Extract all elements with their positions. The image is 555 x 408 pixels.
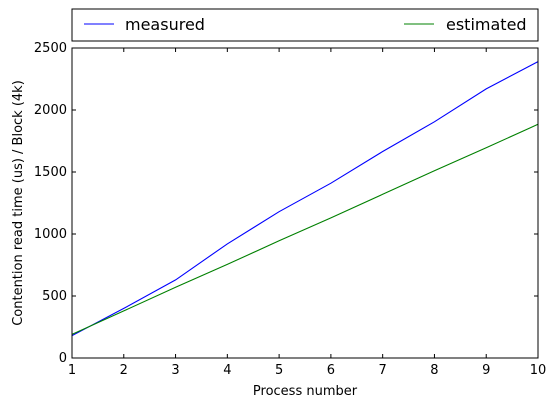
series-line-estimated <box>71 123 539 335</box>
series-line-measured <box>71 61 539 337</box>
x-tick-label: 3 <box>171 363 179 378</box>
x-tick-label: 2 <box>120 363 128 378</box>
legend-label-measured: measured <box>125 15 205 34</box>
x-tick-label: 10 <box>530 363 547 378</box>
x-axis-label: Process number <box>253 384 358 399</box>
legend-label-estimated: estimated <box>446 15 527 34</box>
x-tick-label: 5 <box>275 363 283 378</box>
series-layer <box>71 61 539 337</box>
x-tick-label: 7 <box>379 363 387 378</box>
ticks-layer: 1 2 3 4 5 6 7 8 9 10 0 500 1000 1500 2000 2500 <box>34 41 546 378</box>
plot-frame <box>71 47 539 359</box>
y-tick-label: 2500 <box>34 41 67 56</box>
y-tick-label: 1000 <box>34 227 67 242</box>
legend-box <box>71 8 539 42</box>
y-tick-label: 1500 <box>34 165 67 180</box>
y-tick-label: 2000 <box>34 103 67 118</box>
y-tick-label: 500 <box>42 289 67 304</box>
x-tick-label: 8 <box>430 363 438 378</box>
x-tick-label: 9 <box>482 363 490 378</box>
y-axis-label: Contention read time (us) / Block (4k) <box>11 80 26 326</box>
y-tick-label: 0 <box>59 351 67 366</box>
legend: measured estimated <box>71 8 539 42</box>
x-tick-label: 6 <box>327 363 335 378</box>
x-tick-label: 1 <box>68 363 76 378</box>
x-tick-label: 4 <box>223 363 231 378</box>
